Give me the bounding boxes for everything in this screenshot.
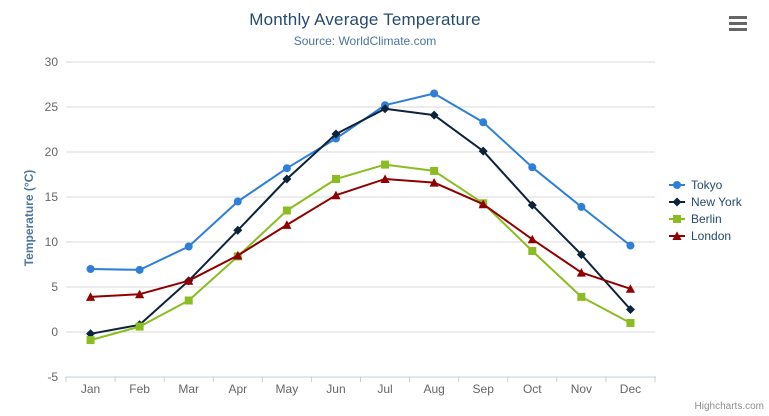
circle-legend-icon (669, 180, 685, 189)
point-london-apr[interactable] (233, 250, 243, 260)
point-berlin-dec[interactable] (626, 319, 635, 327)
credits-link[interactable]: Highcharts.com (694, 401, 764, 412)
point-london-feb[interactable] (135, 289, 145, 299)
series-tokyo (86, 89, 635, 274)
point-new-york-jul[interactable] (380, 104, 390, 114)
chart-subtitle: Source: WorldClimate.com (293, 34, 437, 48)
legend-item-london[interactable]: London (669, 227, 742, 244)
diamond-legend-icon (669, 197, 685, 206)
legend-item-berlin[interactable]: Berlin (669, 210, 742, 227)
point-london-sep[interactable] (478, 199, 488, 209)
y-axis-label: 0 (51, 325, 58, 339)
point-new-york-nov[interactable] (576, 250, 586, 260)
point-berlin-jan[interactable] (86, 336, 95, 345)
point-london-aug[interactable] (429, 178, 439, 187)
point-tokyo-aug[interactable] (430, 89, 439, 98)
circle-icon[interactable] (673, 180, 681, 189)
hamburger-menu-icon (729, 16, 747, 19)
point-tokyo-apr[interactable] (233, 197, 242, 206)
point-london-oct[interactable] (527, 234, 537, 244)
point-london-jul[interactable] (380, 174, 390, 183)
x-axis-label: May (276, 382, 299, 396)
point-berlin-aug[interactable] (430, 166, 439, 175)
point-berlin-jul[interactable] (381, 160, 390, 169)
series-line (90, 107, 632, 335)
x-axis-label: Aug (423, 382, 444, 396)
hamburger-menu-icon (729, 28, 747, 31)
y-axis-label: 20 (45, 145, 59, 159)
legend-label: New York (691, 194, 742, 209)
point-tokyo-sep[interactable] (479, 118, 488, 127)
legend-label: Tokyo (691, 177, 723, 192)
point-tokyo-nov[interactable] (577, 202, 586, 211)
point-tokyo-jan[interactable] (86, 265, 95, 273)
point-london-dec[interactable] (625, 284, 636, 293)
point-tokyo-oct[interactable] (528, 163, 537, 172)
series-line (90, 92, 632, 271)
legend-item-new-york[interactable]: New York (669, 193, 742, 210)
x-axis-label: Jul (377, 382, 392, 396)
point-new-york-jun[interactable] (331, 129, 341, 139)
point-berlin-jun[interactable] (331, 175, 340, 183)
point-london-may[interactable] (282, 220, 292, 229)
y-axis-label: 10 (45, 235, 59, 249)
x-axis-label: Sep (473, 382, 495, 396)
y-axis-label: 25 (45, 100, 59, 114)
y-axis-label: -5 (47, 370, 58, 384)
x-axis-label: Dec (620, 382, 641, 396)
point-tokyo-mar[interactable] (184, 242, 193, 251)
square-legend-icon (669, 214, 685, 223)
legend-label: London (691, 228, 732, 243)
point-london-nov[interactable] (576, 268, 586, 277)
point-new-york-dec[interactable] (625, 305, 635, 314)
point-tokyo-feb[interactable] (135, 265, 144, 274)
point-tokyo-dec[interactable] (626, 241, 635, 250)
point-new-york-sep[interactable] (478, 146, 488, 156)
legend: Tokyo New York Berlin London (669, 176, 742, 244)
x-axis-label: Mar (178, 382, 199, 396)
x-axis-label: Jan (81, 382, 100, 396)
series-line (90, 178, 631, 298)
y-axis-label: 5 (51, 280, 58, 294)
export-menu-button[interactable] (729, 16, 749, 31)
point-london-jun[interactable] (331, 190, 341, 200)
point-new-york-apr[interactable] (233, 225, 243, 235)
point-berlin-may[interactable] (282, 206, 291, 215)
legend-item-tokyo[interactable]: Tokyo (669, 176, 742, 193)
triangle-icon[interactable] (672, 230, 682, 240)
x-axis-label: Feb (129, 382, 150, 396)
square-icon[interactable] (673, 214, 681, 223)
point-berlin-oct[interactable] (528, 247, 537, 255)
point-new-york-jan[interactable] (86, 329, 96, 339)
point-london-jan[interactable] (85, 292, 96, 301)
point-tokyo-may[interactable] (282, 164, 291, 173)
point-berlin-nov[interactable] (577, 292, 586, 301)
point-new-york-oct[interactable] (527, 200, 537, 210)
x-axis-label: Jun (326, 382, 345, 396)
series-london (85, 174, 636, 301)
hamburger-menu-icon (729, 22, 747, 25)
x-axis-label: Apr (228, 382, 247, 396)
chart-title: Monthly Average Temperature (249, 10, 481, 29)
diamond-icon[interactable] (672, 197, 682, 206)
series-line (90, 163, 631, 342)
series-new-york (86, 104, 635, 339)
y-axis-label: 30 (45, 55, 59, 69)
triangle-legend-icon (669, 230, 685, 240)
point-new-york-aug[interactable] (429, 110, 439, 120)
x-axis-label: Oct (523, 382, 542, 396)
point-berlin-feb[interactable] (135, 322, 144, 331)
point-new-york-may[interactable] (282, 174, 292, 184)
legend-label: Berlin (691, 211, 722, 226)
point-london-mar[interactable] (184, 276, 194, 285)
x-axis-label: Nov (571, 382, 592, 396)
y-axis-label: 15 (45, 190, 59, 204)
point-berlin-mar[interactable] (184, 296, 193, 305)
